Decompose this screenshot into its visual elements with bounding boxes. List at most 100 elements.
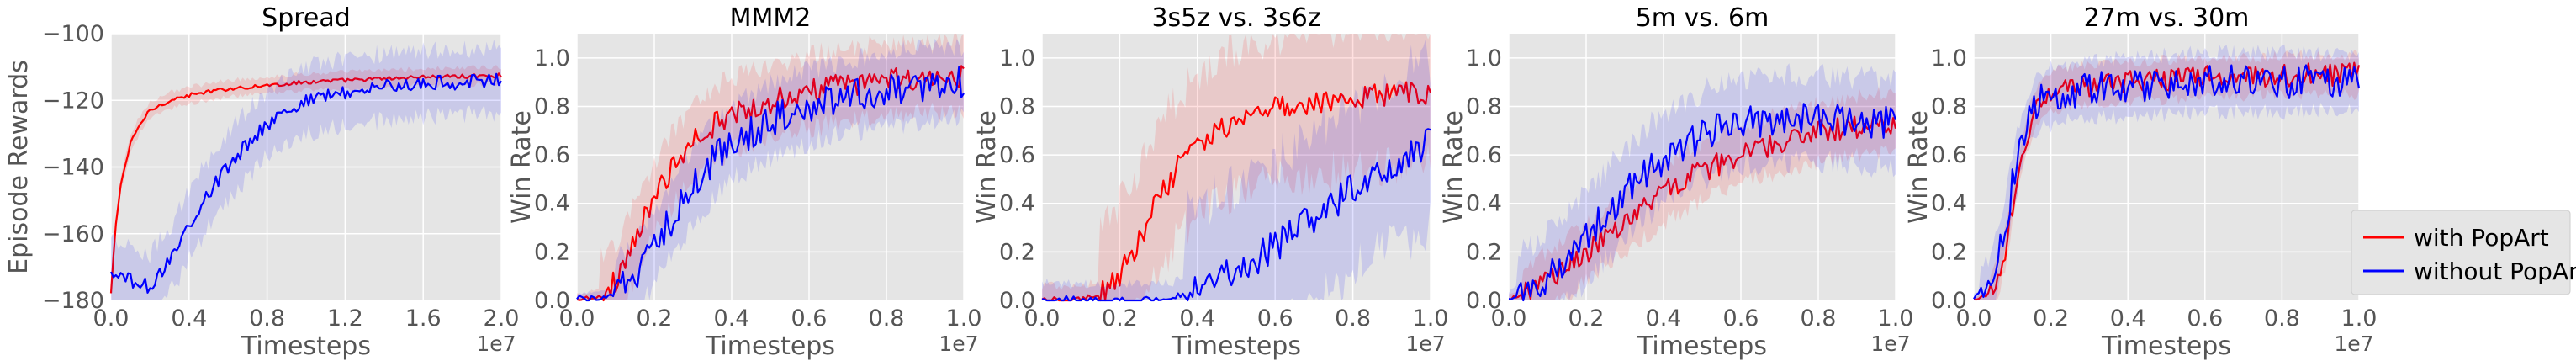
x-axis-label: Timesteps <box>2101 332 2231 361</box>
y-tick-label: 0.2 <box>999 239 1035 265</box>
y-tick-label: 0.8 <box>999 93 1035 119</box>
x-tick-label: 0.4 <box>714 305 750 332</box>
y-tick-label: 0.4 <box>534 191 570 217</box>
panel-title: 27m vs. 30m <box>2084 3 2250 33</box>
x-tick-label: 0.8 <box>2264 305 2300 332</box>
x-tick-label: 0.0 <box>559 305 595 332</box>
x-tick-label: 2.0 <box>484 305 520 332</box>
x-tick-label: 0.0 <box>93 305 130 332</box>
y-tick-label: 0.2 <box>1466 239 1502 265</box>
x-tick-label: 0.4 <box>2110 305 2146 332</box>
x-axis-label: Timesteps <box>241 332 371 361</box>
series-band-1 <box>577 38 964 301</box>
y-tick-label: −100 <box>42 21 104 47</box>
x-tick-label: 1.0 <box>2341 305 2378 332</box>
x-tick-label: 1.0 <box>1878 305 1914 332</box>
plot-area <box>1042 34 1431 300</box>
x-exponent-label: 1e7 <box>1870 332 1910 356</box>
y-tick-label: 0.0 <box>999 288 1035 314</box>
x-tick-label: 0.0 <box>1024 305 1061 332</box>
panel-2: 0.0 0.2 0.4 0.6 0.8 1.0 0.0 0.2 0.4 0.6 0.8 1.0 3s5z… <box>972 3 1448 361</box>
y-tick-label: 0.2 <box>1931 239 1967 265</box>
y-tick-label: 0.8 <box>534 93 570 119</box>
x-tick-label: 0.2 <box>2033 305 2069 332</box>
y-tick-label: 1.0 <box>1931 45 1967 72</box>
x-tick-label: 1.0 <box>1413 305 1449 332</box>
x-tick-label: 0.6 <box>2187 305 2223 332</box>
x-axis-label: Timesteps <box>1637 332 1767 361</box>
y-tick-label: 0.0 <box>534 288 570 314</box>
panel-title: Spread <box>262 3 351 33</box>
y-tick-label: −120 <box>42 88 104 114</box>
y-axis-label: Win Rate <box>972 110 1002 224</box>
series-band-1 <box>1974 44 2359 300</box>
series-line-1 <box>1041 128 1431 302</box>
y-axis-label: Win Rate <box>1439 110 1468 224</box>
legend-label-with-popart: with PopArt <box>2414 224 2549 252</box>
y-tick-label: 0.6 <box>534 142 570 168</box>
x-tick-label: 0.0 <box>1491 305 1527 332</box>
series-band-1 <box>1042 39 1431 300</box>
y-tick-label: 1.0 <box>999 45 1035 72</box>
x-tick-label: 1.6 <box>405 305 442 332</box>
y-tick-label: 0.4 <box>1466 191 1502 217</box>
panel-4: 0.0 0.2 0.4 0.6 0.8 1.0 0.0 0.2 0.4 0.6 0.8 1.0 27m … <box>1904 3 2377 361</box>
x-axis-label: Timesteps <box>1171 332 1301 361</box>
y-tick-label: 0.0 <box>1931 288 1967 314</box>
x-tick-label: 0.4 <box>1646 305 1682 332</box>
x-tick-label: 0.2 <box>637 305 673 332</box>
chart-panels: 0.0 0.4 0.8 1.2 1.6 2.0 −180 −160 −140 −120 −100 Sp… <box>4 3 2377 361</box>
x-tick-label: 1.2 <box>327 305 363 332</box>
x-tick-label: 0.6 <box>791 305 828 332</box>
y-tick-label: 0.8 <box>1931 93 1967 119</box>
y-tick-label: 0.6 <box>999 142 1035 168</box>
y-tick-label: −160 <box>42 221 104 247</box>
series-line-0 <box>109 72 502 294</box>
panel-title: MMM2 <box>730 3 812 33</box>
series-line-1 <box>576 66 965 302</box>
y-tick-label: 0.6 <box>1466 142 1502 168</box>
series-band-0 <box>577 34 964 300</box>
x-tick-label: 0.8 <box>249 305 285 332</box>
x-tick-label: 0.4 <box>1179 305 1215 332</box>
series-band-1 <box>111 39 501 300</box>
panel-3: 0.0 0.2 0.4 0.6 0.8 1.0 0.0 0.2 0.4 0.6 0.8 1.0 5m v… <box>1439 3 1913 361</box>
legend-label-without-popart: without PopArt <box>2414 257 2576 285</box>
panel-0: 0.0 0.4 0.8 1.2 1.6 2.0 −180 −160 −140 −120 −100 Sp… <box>4 3 519 361</box>
y-tick-label: 0.4 <box>1931 191 1967 217</box>
x-exponent-label: 1e7 <box>476 332 516 356</box>
series-line-1 <box>110 72 502 294</box>
x-exponent-label: 1e7 <box>939 332 978 356</box>
x-tick-label: 0.2 <box>1102 305 1138 332</box>
y-axis-label: Episode Rewards <box>4 60 34 274</box>
x-tick-label: 0.4 <box>171 305 207 332</box>
x-exponent-label: 1e7 <box>2334 332 2373 356</box>
x-axis-label: Timesteps <box>705 332 835 361</box>
series-band-0 <box>1509 86 1896 300</box>
y-tick-label: 1.0 <box>1466 45 1502 72</box>
y-tick-label: −180 <box>42 288 104 314</box>
legend-box <box>2351 210 2571 295</box>
x-tick-label: 0.2 <box>1568 305 1605 332</box>
y-tick-label: −140 <box>42 155 104 181</box>
plot-area <box>1974 34 2359 300</box>
panel-1: 0.0 0.2 0.4 0.6 0.8 1.0 0.0 0.2 0.4 0.6 0.8 1.0 MMM2… <box>507 3 981 361</box>
y-tick-label: 0.0 <box>1466 288 1502 314</box>
x-tick-label: 0.6 <box>1257 305 1293 332</box>
panel-title: 5m vs. 6m <box>1636 3 1769 33</box>
y-tick-label: 0.6 <box>1931 142 1967 168</box>
y-tick-label: 0.8 <box>1466 93 1502 119</box>
x-tick-label: 0.8 <box>1801 305 1837 332</box>
x-tick-label: 0.6 <box>1723 305 1759 332</box>
legend: with PopArt without PopArt <box>2351 210 2576 295</box>
y-tick-label: 0.4 <box>999 191 1035 217</box>
series-line-1 <box>1973 64 2361 300</box>
x-exponent-label: 1e7 <box>1405 332 1445 356</box>
series-line-1 <box>1508 103 1897 302</box>
y-axis-label: Win Rate <box>507 110 537 224</box>
x-tick-label: 0.8 <box>1335 305 1371 332</box>
series-band-1 <box>1509 63 1896 300</box>
x-tick-label: 0.8 <box>869 305 905 332</box>
y-tick-label: 1.0 <box>534 45 570 72</box>
